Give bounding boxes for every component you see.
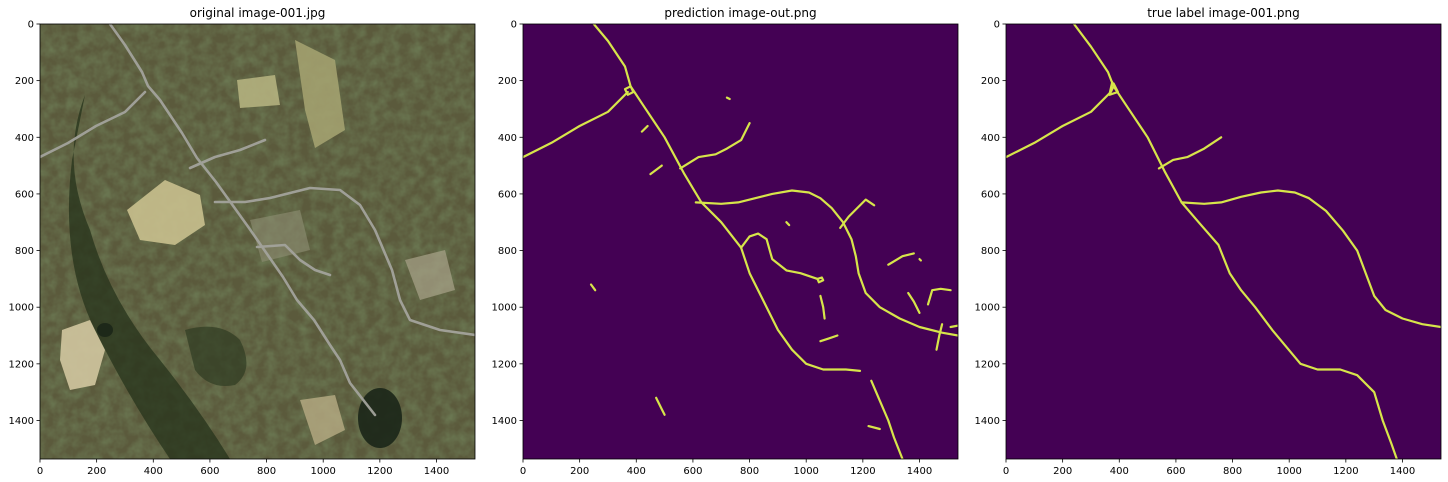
panel-title: original image-001.jpg [190,6,326,20]
x-tick-label: 400 [144,466,163,477]
y-tick-label: 200 [498,76,517,87]
y-tick-label: 1200 [9,359,34,370]
road-layer [523,24,958,459]
y-tick-label: 400 [981,133,1000,144]
x-tick-label: 0 [37,466,43,477]
road-segment [679,122,751,170]
x-tick-label: 1400 [907,466,932,477]
x-tick-label: 1200 [850,466,875,477]
panel-true-label: true label image-001.png 0 200 400 600 800 10… [975,6,1442,477]
y-axis: 0 200 400 600 800 1000 1200 1400 [9,20,40,427]
road-segment [589,283,597,292]
y-tick-label: 0 [511,20,517,31]
road-segment [887,252,915,266]
x-tick-label: 1000 [310,466,335,477]
mask-background [523,24,958,459]
road-segment [839,198,876,229]
road-segment [1072,24,1398,459]
road-segment [935,323,944,351]
x-tick-label: 1200 [367,466,392,477]
road-segment [1108,81,1119,96]
y-tick-label: 1400 [492,416,517,427]
x-tick-label: 800 [257,466,276,477]
y-tick-label: 1000 [9,303,34,314]
y-tick-label: 400 [498,133,517,144]
y-tick-label: 600 [498,189,517,200]
y-tick-label: 1400 [9,416,34,427]
road-segment [725,96,731,101]
x-axis: 0 200 400 600 800 1000 1200 1400 [1003,459,1415,477]
x-tick-label: 400 [1110,466,1129,477]
x-tick-label: 600 [683,466,702,477]
y-tick-label: 400 [15,133,34,144]
x-tick-label: 1000 [793,466,818,477]
x-tick-label: 1000 [1276,466,1301,477]
y-axis: 0 200 400 600 800 1000 1200 1400 [492,20,523,427]
y-tick-label: 200 [981,76,1000,87]
road-segment [649,164,663,176]
panel-prediction: prediction image-out.png 0 200 400 600 800 10… [492,6,959,477]
x-tick-label: 200 [1053,466,1072,477]
road-segment [819,334,839,343]
road-layer [1006,24,1441,459]
y-tick-label: 1400 [975,416,1000,427]
x-tick-label: 1400 [424,466,449,477]
road-segment [1157,136,1223,170]
y-tick-label: 1000 [975,303,1000,314]
road-segment [785,221,791,227]
y-tick-label: 1000 [492,303,517,314]
road-segment [740,232,819,280]
panel-title: true label image-001.png [1147,6,1300,20]
road-segment [523,90,629,159]
y-tick-label: 800 [498,246,517,257]
y-tick-label: 1200 [975,359,1000,370]
y-axis: 0 200 400 600 800 1000 1200 1400 [975,20,1006,427]
road-segment [949,324,958,329]
x-tick-label: 1200 [1333,466,1358,477]
y-tick-label: 0 [994,20,1000,31]
road-segment [819,294,826,320]
road-segment [870,379,904,459]
y-tick-label: 0 [28,20,34,31]
y-tick-label: 800 [981,246,1000,257]
road-segment [867,425,881,431]
aerial-photo [40,24,475,459]
x-tick-label: 0 [520,466,526,477]
x-tick-label: 800 [740,466,759,477]
x-axis: 0 200 400 600 800 1000 1200 1400 [37,459,449,477]
x-tick-label: 600 [200,466,219,477]
road-segment [640,124,649,133]
x-axis: 0 200 400 600 800 1000 1200 1400 [520,459,932,477]
x-tick-label: 600 [1166,466,1185,477]
road-segment [926,287,952,306]
x-tick-label: 0 [1003,466,1009,477]
road-segment [694,189,958,337]
x-tick-label: 1400 [1390,466,1415,477]
road-segment [907,291,921,314]
road-segment [816,276,825,284]
road-segment [623,85,635,96]
road-segment [1180,189,1441,329]
x-tick-label: 800 [1223,466,1242,477]
road-segment [918,258,922,262]
x-tick-label: 400 [627,466,646,477]
x-tick-label: 200 [87,466,106,477]
y-tick-label: 800 [15,246,34,257]
x-tick-label: 200 [570,466,589,477]
y-tick-label: 600 [15,189,34,200]
y-tick-label: 200 [15,76,34,87]
panel-original: original image-001.jpg [9,6,476,477]
y-tick-label: 600 [981,189,1000,200]
road-segment [655,396,666,416]
y-tick-label: 1200 [492,359,517,370]
panel-title: prediction image-out.png [664,6,816,20]
